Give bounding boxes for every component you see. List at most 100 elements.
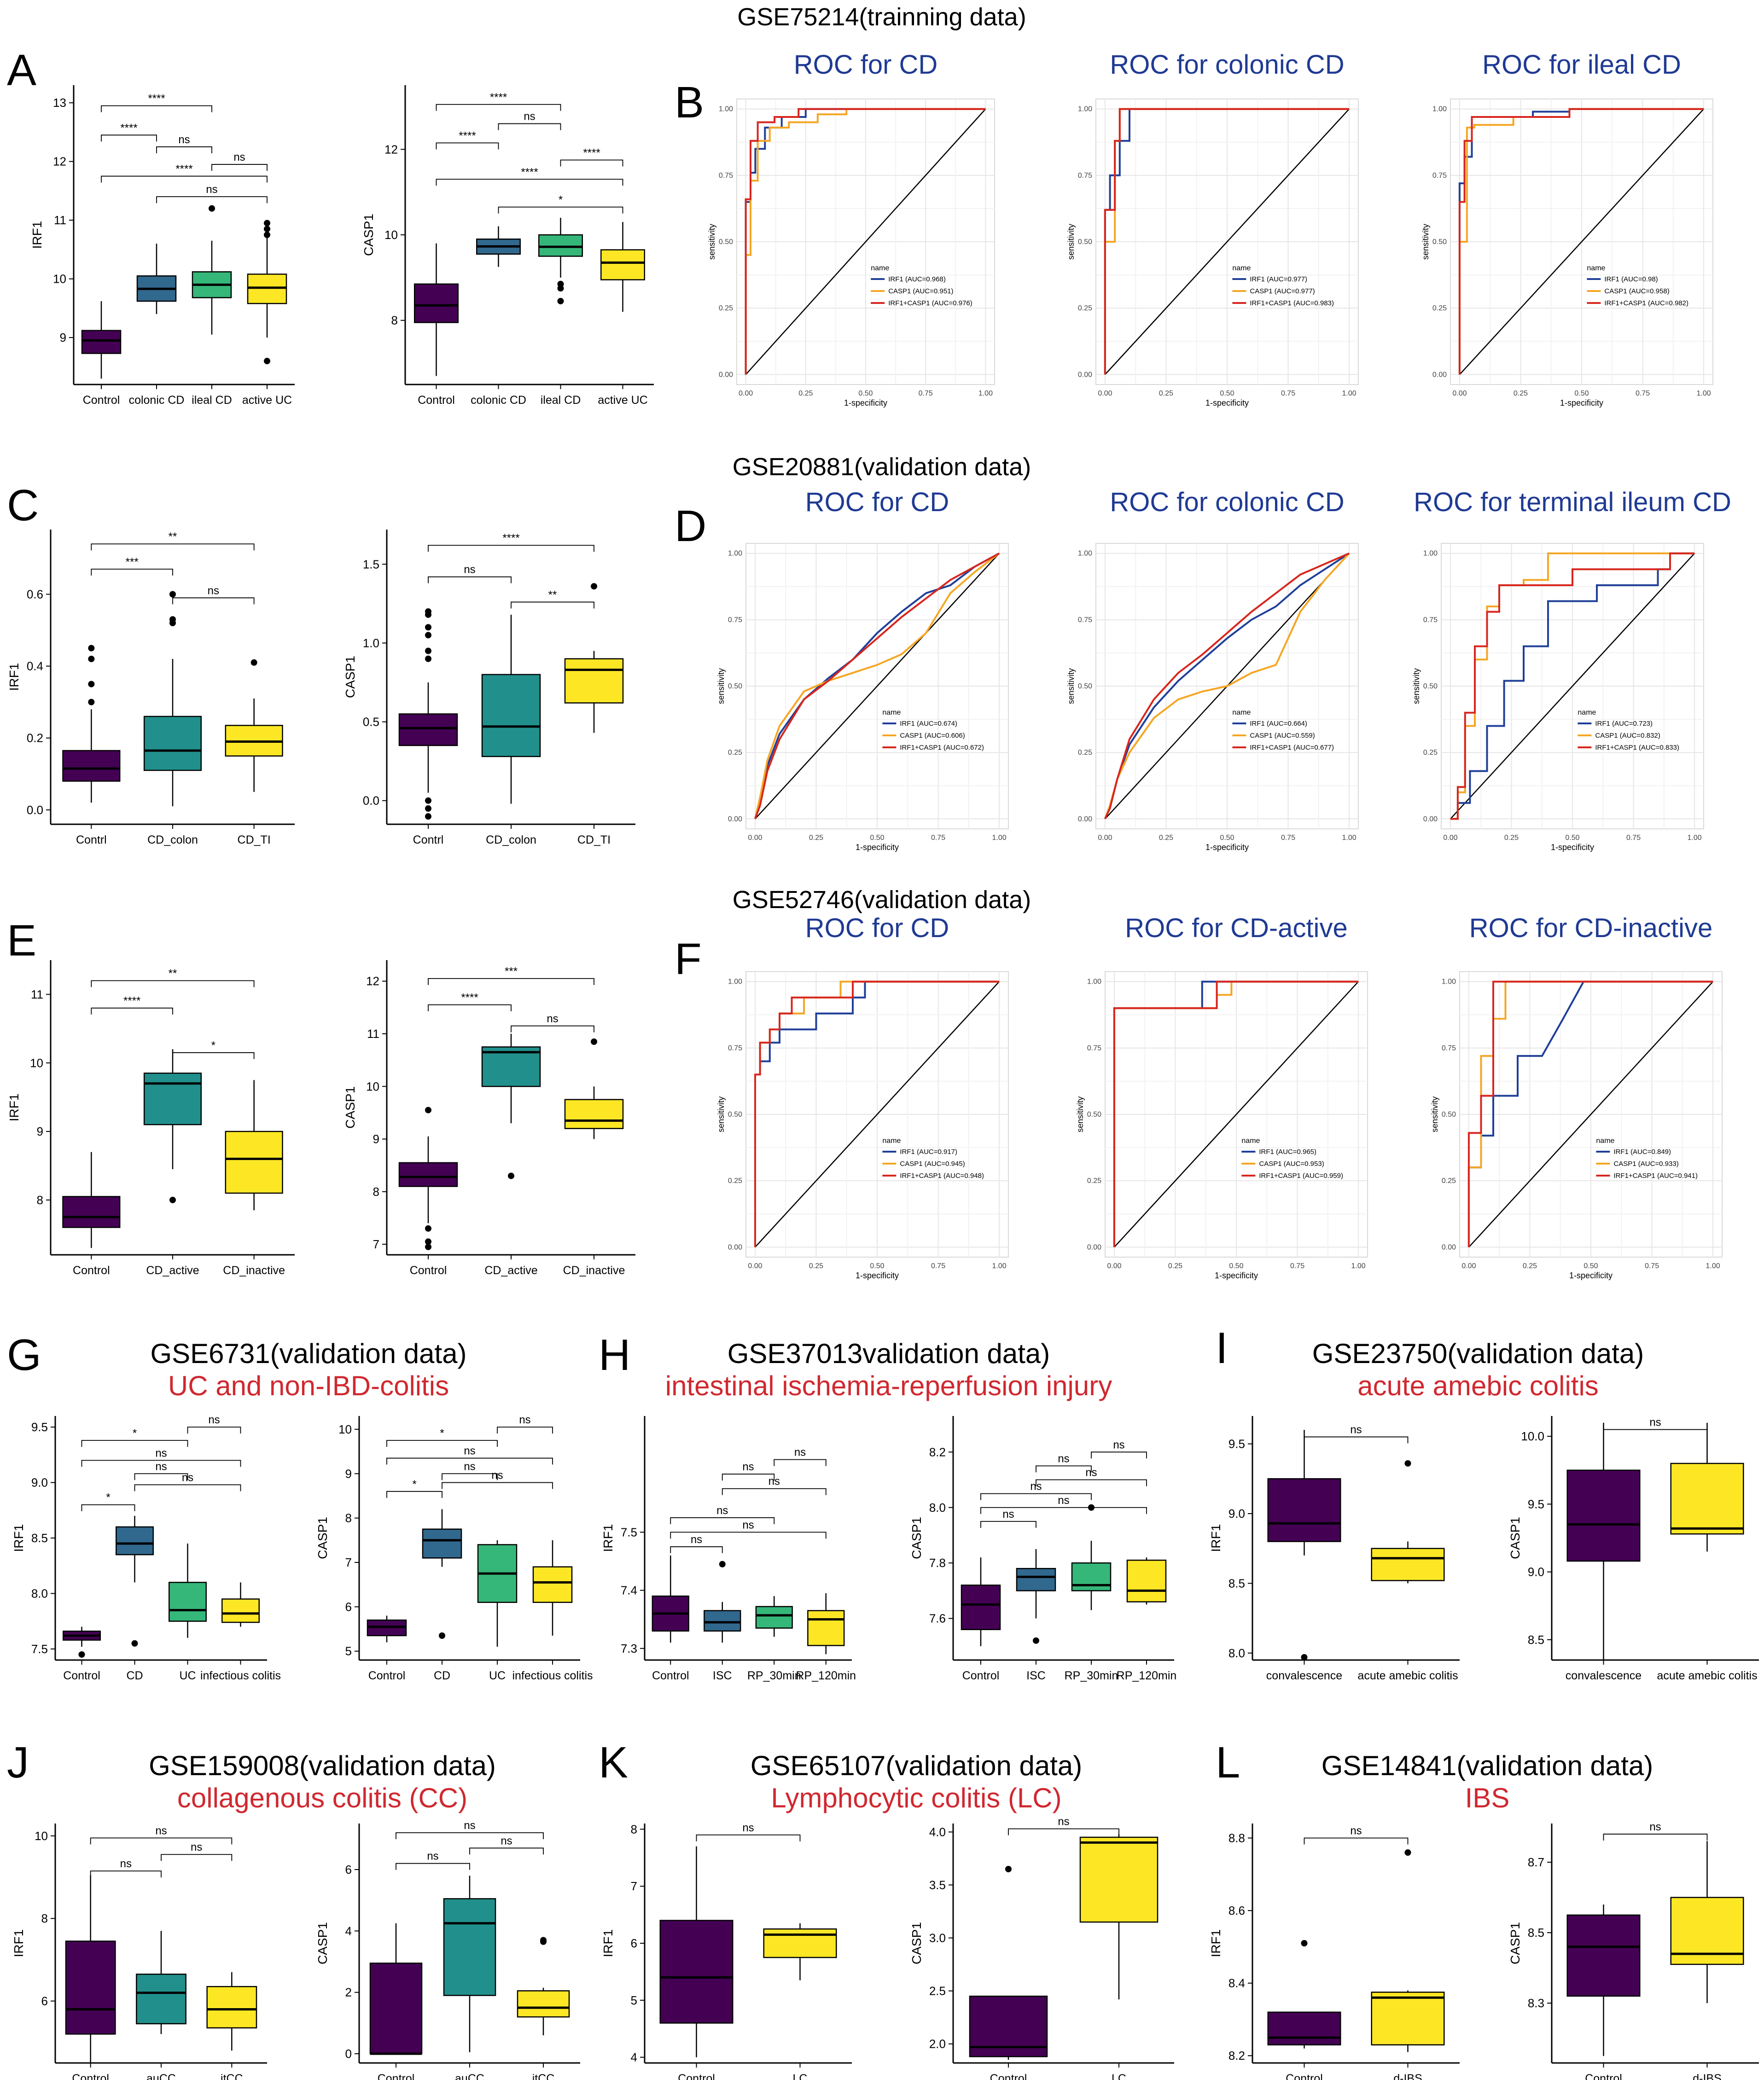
y-axis-label: sensitivity [1076, 1096, 1085, 1132]
y-tick-label: 0.50 [1078, 238, 1092, 246]
significance-bracket [436, 104, 561, 111]
y-tick-label: 4 [631, 2051, 637, 2064]
chart-H2: 7.6 7.8 8.0 8.2 CASP1 Control ISC RP_30minRP_12… [909, 1416, 1176, 1682]
box [247, 274, 287, 304]
y-tick-label: 8.4 [1228, 1976, 1245, 1990]
x-axis-label: 1-specificity [844, 398, 887, 408]
y-tick-label: 0.25 [728, 1177, 742, 1185]
roc-title: ROC for colonic CD [1110, 487, 1344, 517]
outlier-point [425, 632, 431, 639]
legend-label: IRF1+CASP1 (AUC=0.833) [1595, 744, 1679, 752]
y-tick-label: 0.75 [1432, 172, 1447, 180]
outlier-point [425, 1243, 431, 1250]
significance-label: ns [742, 1519, 754, 1531]
y-tick-label: 2.0 [929, 2037, 946, 2051]
significance-bracket [696, 1834, 801, 1841]
outlier-point [78, 1651, 85, 1658]
significance-label: ns [1058, 1816, 1069, 1828]
panel-J-title: GSE159008(validation data) [149, 1750, 496, 1781]
chart-C1: 0.0 0.2 0.4 0.6 IRF1 Contrl CD_colon CD_TI *** ns… [7, 530, 295, 846]
roc-curve [745, 108, 986, 375]
box [81, 330, 122, 354]
significance-label: ns [155, 1460, 167, 1473]
significance-label: **** [521, 166, 538, 178]
panel-letter-H: H [599, 1330, 630, 1380]
significance-label: * [440, 1427, 444, 1439]
significance-bracket [497, 1427, 553, 1434]
y-tick-label: 6 [345, 1600, 352, 1614]
box [143, 716, 202, 771]
significance-label: **** [123, 995, 140, 1007]
x-tick-label: colonic CD [129, 394, 185, 407]
outlier-point [425, 813, 431, 820]
y-tick-label: 0.75 [1442, 1044, 1456, 1052]
y-axis-label: IRF1 [1209, 1524, 1223, 1552]
box [532, 1566, 573, 1603]
significance-bracket [187, 1427, 241, 1434]
x-tick-label: CD [434, 1669, 450, 1682]
x-tick-label: 0.00 [1098, 390, 1112, 397]
y-tick-label: 3.0 [929, 1931, 946, 1945]
y-tick-label: 0.0 [27, 803, 43, 817]
y-axis-label: sensitivity [1430, 1096, 1439, 1132]
panel-L-subtitle: IBS [1465, 1783, 1510, 1813]
y-tick-label: 0.50 [1432, 238, 1447, 246]
x-tick-label: 0.50 [870, 834, 884, 842]
y-tick-label: 1.00 [1087, 978, 1101, 986]
outlier-point [169, 616, 176, 623]
box [600, 249, 645, 280]
significance-label: ** [169, 967, 177, 980]
y-axis-label: sensitivity [707, 224, 716, 260]
x-tick-label: 0.75 [1281, 390, 1295, 397]
x-tick-label: 1.00 [992, 1262, 1006, 1270]
x-tick-label: 0.50 [1574, 390, 1589, 397]
outlier-point [1404, 1849, 1411, 1856]
y-tick-label: 9.5 [31, 1420, 48, 1434]
panel-letter-F: F [675, 934, 702, 984]
y-tick-label: 0.75 [728, 616, 742, 624]
y-tick-label: 0.50 [728, 682, 742, 690]
significance-bracket [91, 543, 255, 551]
y-tick-label: 7.6 [929, 1612, 946, 1626]
significance-bracket [511, 1025, 594, 1032]
box [443, 1898, 496, 1996]
significance-label: ns [206, 183, 217, 196]
significance-label: ns [178, 134, 190, 146]
y-tick-label: 11 [367, 1027, 379, 1041]
significance-label: **** [175, 163, 192, 175]
significance-label: ns [182, 1471, 193, 1484]
box [398, 1162, 458, 1187]
x-tick-label: 0.25 [1168, 1262, 1182, 1270]
box [1371, 1992, 1445, 2045]
x-tick-label: 0.75 [1290, 1262, 1304, 1270]
roc-curve [1104, 552, 1350, 820]
x-tick-label: acute amebic colitis [1657, 1669, 1757, 1682]
x-tick-label: LC [1112, 2072, 1126, 2080]
x-tick-label: CD_inactive [223, 1264, 285, 1277]
panel-H-subtitle: intestinal ischemia-reperfusion injury [665, 1370, 1112, 1401]
x-axis-label: 1-specificity [856, 843, 899, 852]
significance-label: ns [1649, 1416, 1661, 1428]
box [206, 1986, 257, 2029]
significance-label: * [211, 1039, 215, 1052]
outlier-point [439, 1632, 445, 1639]
significance-label: **** [490, 91, 507, 104]
section-title-3: GSE52746(validation data) [733, 886, 1031, 914]
box [481, 674, 541, 757]
x-tick-label: Control [63, 1669, 100, 1682]
x-axis-label: 1-specificity [1205, 843, 1249, 852]
significance-bracket [91, 568, 173, 576]
roc-curve [745, 108, 986, 375]
x-tick-label: 0.50 [1229, 1262, 1243, 1270]
box [1016, 1568, 1056, 1591]
y-axis-label: IRF1 [30, 221, 44, 249]
y-tick-label: 0.25 [1432, 304, 1447, 312]
legend-label: IRF1+CASP1 (AUC=0.948) [900, 1172, 984, 1180]
significance-label: ns [191, 1841, 202, 1853]
y-tick-label: 0.00 [1087, 1243, 1101, 1251]
x-tick-label: RP_120min [796, 1669, 856, 1682]
x-tick-label: d-IBS [1393, 2072, 1422, 2080]
outlier-point [1005, 1865, 1012, 1872]
significance-label: ns [464, 1445, 475, 1457]
significance-label: * [106, 1492, 110, 1504]
